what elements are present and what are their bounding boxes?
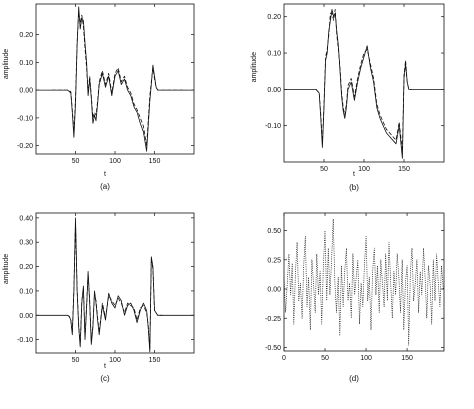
x-tick-label: 150 [149, 357, 161, 364]
series-line-solid [36, 218, 194, 352]
y-tick-label: -0.10 [17, 337, 33, 344]
x-tick-label: 100 [358, 166, 370, 173]
series-line-dashed [316, 9, 412, 151]
y-tick-label: 0.20 [267, 14, 281, 21]
y-axis-label: amplitude [3, 49, 10, 79]
y-tick-label: 0.10 [19, 288, 33, 295]
x-axis-label: t [353, 171, 355, 178]
y-tick-label: -0.50 [265, 345, 281, 352]
x-tick-label: 150 [398, 166, 410, 173]
x-axis-label: t [104, 171, 106, 178]
panel-caption: (d) [349, 374, 359, 383]
x-axis-label: t [104, 363, 106, 370]
y-tick-label: 0.00 [19, 313, 33, 320]
y-axis-label: amplitude [3, 254, 10, 284]
y-tick-label: 0.40 [19, 215, 33, 222]
panel-caption: (a) [100, 182, 110, 191]
y-tick-label: 0.00 [19, 88, 33, 95]
x-tick-label: 100 [109, 158, 121, 165]
x-tick-label: 150 [149, 158, 161, 165]
plot-frame-c [36, 213, 194, 353]
y-tick-label: 0.00 [267, 87, 281, 94]
y-tick-label: 0.10 [267, 51, 281, 58]
series-line-solid [36, 7, 194, 151]
x-tick-label: 150 [401, 355, 413, 362]
x-tick-label: 50 [72, 357, 80, 364]
y-tick-label: 0.25 [267, 257, 281, 264]
panel-d: 0 50 100 150 -0.50 -0.25 0.00 0.25 0.50 (d) [265, 213, 444, 383]
series-line-solid [284, 9, 444, 158]
y-tick-label: 0.20 [19, 264, 33, 271]
y-tick-label: 0.20 [19, 32, 33, 39]
y-tick-label: 0.10 [19, 60, 33, 67]
x-tick-label: 50 [321, 355, 329, 362]
y-tick-label: 0.30 [19, 240, 33, 247]
x-tick-label: 100 [360, 355, 372, 362]
x-tick-label: 50 [320, 166, 328, 173]
y-tick-label: -0.10 [265, 123, 281, 130]
plot-frame-a [36, 4, 194, 154]
y-tick-label: -0.25 [265, 316, 281, 323]
y-axis-label: amplitude [251, 52, 258, 82]
panel-caption: (b) [349, 183, 359, 192]
y-tick-label: -0.20 [17, 143, 33, 150]
panel-caption: (c) [100, 374, 110, 383]
y-tick-label: -0.10 [17, 115, 33, 122]
x-tick-label: 0 [282, 355, 286, 362]
y-tick-label: 0.00 [267, 287, 281, 294]
plot-frame-b [284, 4, 444, 162]
series-line-dotted [284, 219, 443, 345]
panel-c: 50 100 150 -0.10 0.00 0.10 0.20 0.30 0.40 t amplit… [3, 213, 194, 383]
panel-a: 50 100 150 -0.20 -0.10 0.00 0.10 0.20 t amplitude… [3, 4, 194, 191]
y-tick-label: 0.50 [267, 228, 281, 235]
panel-b: 50 100 150 -0.10 0.00 0.10 0.20 t amplitude (b) [251, 4, 444, 192]
x-tick-label: 100 [109, 357, 121, 364]
x-tick-label: 50 [72, 158, 80, 165]
series-line-dashed [52, 12, 186, 145]
